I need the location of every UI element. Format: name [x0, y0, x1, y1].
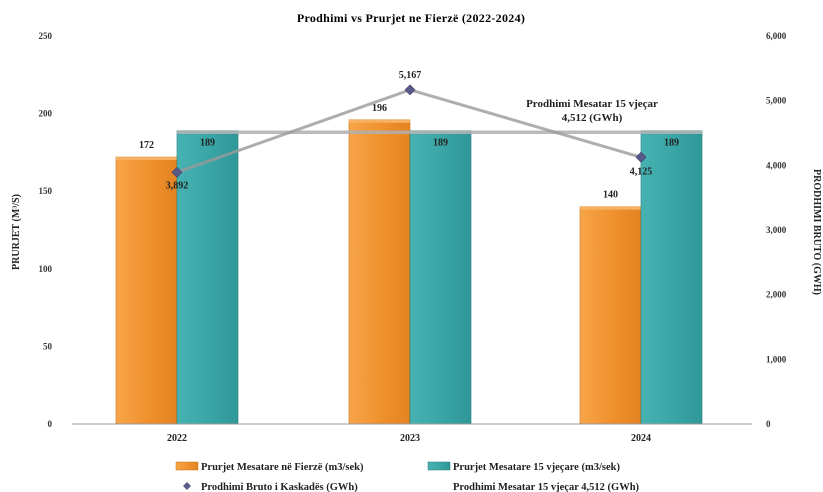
right-tick-label: 4,000: [766, 160, 787, 170]
left-tick-label: 150: [39, 186, 53, 196]
legend-item-production: Prodhimi Bruto i Kaskadës (GWh): [183, 482, 358, 492]
left-tick-label: 200: [39, 109, 53, 119]
production-point-2024: [635, 151, 647, 163]
right-tick-label: 1,000: [766, 354, 787, 364]
legend-swatch-avg-flow: [427, 461, 451, 471]
data-labels: 172 189 196 189 140 189 3,892 5,167 4,125: [139, 70, 679, 201]
right-tick-label: 2,000: [766, 290, 787, 300]
right-tick-label: 3,000: [766, 225, 787, 235]
legend-item-avg-flow: Prurjet Mesatare 15 vjeçare (m3/sek): [427, 461, 620, 473]
legend-label-avg-production: Prodhimi Mesatar 15 vjeçar 4,512 (GWh): [453, 482, 640, 492]
right-axis-ticks: 0 1,000 2,000 3,000 4,000 5,000 6,000: [766, 31, 787, 429]
bar-flow-top-2023: [349, 119, 410, 123]
data-label-avg-flow-2024: 189: [664, 138, 679, 149]
data-label-avg-flow-2023: 189: [433, 138, 448, 149]
data-label-flow-2022: 172: [139, 140, 154, 151]
data-label-production-2023: 5,167: [399, 70, 422, 81]
bar-avg-flow-2023: [409, 130, 472, 425]
right-tick-label: 0: [766, 419, 771, 429]
left-tick-label: 100: [39, 264, 53, 274]
data-label-production-2024: 4,125: [630, 166, 653, 177]
bar-avg-flow-2022: [176, 130, 239, 425]
left-axis-label: PRURJET (M³/S): [11, 194, 22, 270]
data-label-flow-2023: 196: [372, 103, 387, 114]
production-point-2023: [404, 84, 416, 96]
bar-flow-2024: [579, 206, 642, 425]
legend-item-flow: Prurjet Mesatare në Fierzë (m3/sek): [175, 461, 364, 473]
left-tick-label: 50: [43, 341, 53, 351]
reference-annotation-line1: Prodhimi Mesatar 15 vjeçar: [526, 98, 658, 110]
data-label-avg-flow-2022: 189: [200, 138, 215, 149]
bar-flow-2022: [115, 156, 178, 425]
left-tick-label: 250: [39, 31, 53, 41]
legend-label-production: Prodhimi Bruto i Kaskadës (GWh): [201, 482, 358, 492]
category-label-2022: 2022: [167, 433, 187, 444]
production-line-series: [171, 84, 647, 178]
legend-label-avg-flow: Prurjet Mesatare 15 vjeçare (m3/sek): [453, 462, 620, 473]
legend-swatch-flow: [175, 461, 199, 471]
legend: Prurjet Mesatare në Fierzë (m3/sek) Prur…: [175, 461, 640, 492]
bar-series: [115, 119, 703, 425]
right-axis-label: PRODHIMI BRUTO (GWH): [811, 169, 822, 295]
left-axis-ticks: 0 50 100 150 200 250: [39, 31, 53, 429]
reference-annotation-line2: 4,512 (GWh): [562, 112, 623, 124]
category-label-2023: 2023: [400, 433, 420, 444]
bar-avg-flow-2024: [640, 130, 703, 425]
legend-marker-production: [183, 482, 191, 490]
production-point-2022: [171, 166, 183, 178]
right-tick-label: 5,000: [766, 96, 787, 106]
legend-item-avg-production: Prodhimi Mesatar 15 vjeçar 4,512 (GWh): [453, 482, 640, 492]
left-tick-label: 0: [48, 419, 53, 429]
bar-flow-2023: [348, 119, 411, 425]
category-labels: 2022 2023 2024: [167, 433, 651, 444]
right-tick-label: 6,000: [766, 31, 787, 41]
legend-label-flow: Prurjet Mesatare në Fierzë (m3/sek): [201, 462, 364, 473]
bar-flow-top-2024: [580, 206, 641, 210]
data-label-production-2022: 3,892: [166, 180, 189, 191]
category-label-2024: 2024: [631, 433, 651, 444]
bar-flow-top-2022: [116, 157, 177, 161]
chart-title: Prodhimi vs Prurjet ne Fierzë (2022-2024…: [297, 11, 525, 25]
data-label-flow-2024: 140: [603, 190, 618, 201]
